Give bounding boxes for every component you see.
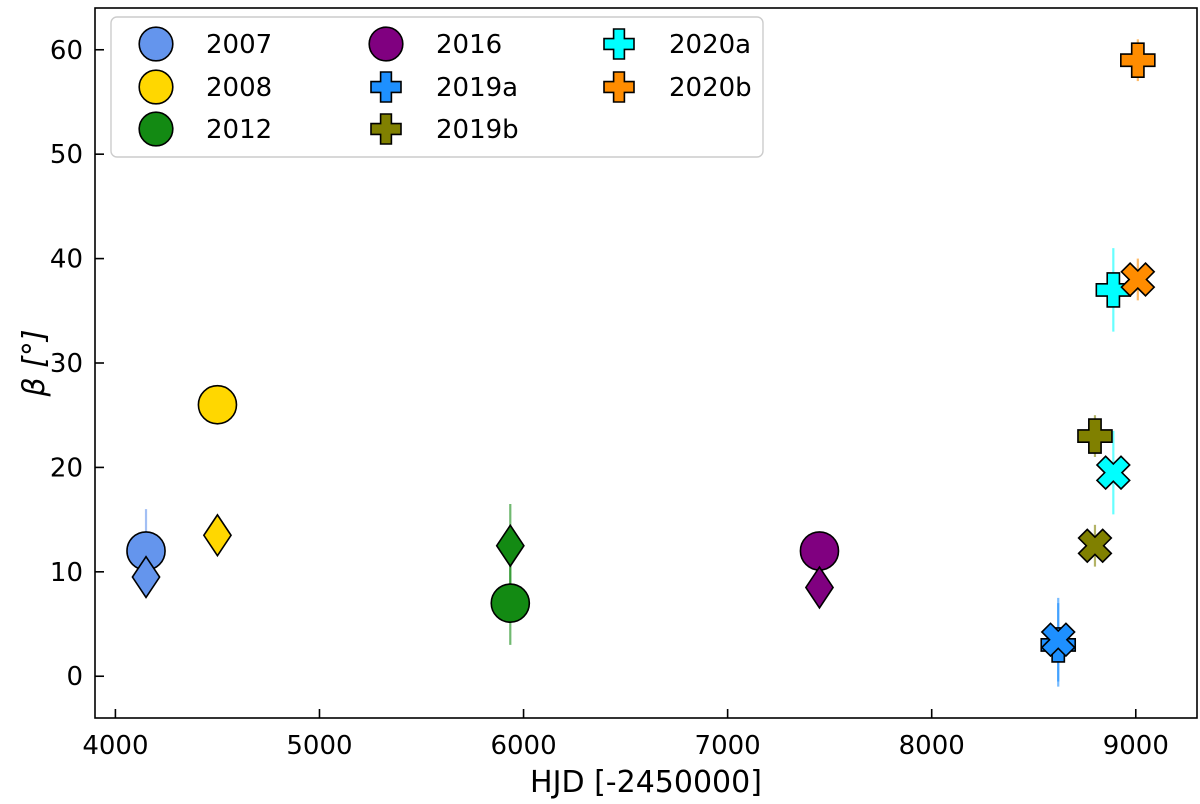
legend-label-2008: 2008	[206, 73, 272, 103]
data-point-2019a-x	[1040, 622, 1076, 658]
x-tick-label: 8000	[899, 731, 965, 761]
data-point-2016-circle	[799, 531, 840, 571]
data-point-2020b-plus	[1120, 42, 1156, 79]
data-point-2012-diamond	[495, 523, 525, 568]
data-point-2007-diamond	[131, 555, 161, 599]
data-point-2020a-plus	[1095, 272, 1132, 308]
legend-label-2016: 2016	[436, 30, 502, 60]
y-tick-label: 20	[50, 453, 83, 483]
legend-marker-2007	[138, 26, 174, 62]
data-point-2020a-x	[1095, 455, 1131, 491]
y-tick-label: 50	[50, 140, 83, 170]
y-tick-label: 10	[50, 558, 83, 588]
data-point-2008-diamond	[202, 513, 233, 558]
legend-box	[110, 16, 764, 158]
legend-marker-2020b	[603, 71, 635, 103]
legend-marker-2008	[138, 69, 174, 105]
y-tick-label: 40	[50, 245, 83, 275]
data-point-2016-diamond	[804, 565, 835, 610]
data-point-2020b-x	[1120, 261, 1156, 297]
x-axis-label: HJD [-2450000]	[530, 765, 762, 800]
legend-label-2012: 2012	[206, 115, 272, 145]
data-point-2019b-plus	[1077, 418, 1113, 454]
x-tick-label: 6000	[490, 731, 556, 761]
legend-label-2019a: 2019a	[436, 73, 518, 103]
legend-marker-2019a	[370, 71, 402, 103]
x-tick-label: 9000	[1103, 731, 1169, 761]
x-tick-label: 4000	[82, 731, 148, 761]
legend-label-2007: 2007	[206, 30, 272, 60]
data-point-2019b-x	[1077, 528, 1113, 564]
y-axis-label: β [°]	[17, 329, 52, 397]
y-tick-label: 60	[50, 36, 83, 66]
data-markers	[126, 42, 1156, 663]
legend-label-2019b: 2019b	[436, 115, 519, 145]
y-axis-ticks: 0 10 20 30 40 50 60	[50, 36, 104, 692]
x-axis-ticks: 4000 5000 6000 7000 8000 9000	[82, 709, 1169, 761]
legend-label-2020a: 2020a	[669, 30, 751, 60]
legend: 2007 2008 2012 2016 2019a 2019b 2020a 2020b	[110, 16, 764, 158]
data-point-2008-circle	[197, 384, 238, 425]
x-tick-label: 5000	[286, 731, 352, 761]
y-tick-label: 30	[50, 349, 83, 379]
x-tick-label: 7000	[695, 731, 761, 761]
legend-label-2020b: 2020b	[669, 73, 752, 103]
data-point-2012-circle	[490, 583, 531, 623]
legend-marker-2016	[368, 26, 404, 62]
legend-marker-2012	[138, 111, 174, 147]
y-tick-label: 0	[66, 662, 83, 692]
legend-marker-2019b	[370, 113, 402, 145]
legend-marker-2020a	[603, 28, 635, 60]
